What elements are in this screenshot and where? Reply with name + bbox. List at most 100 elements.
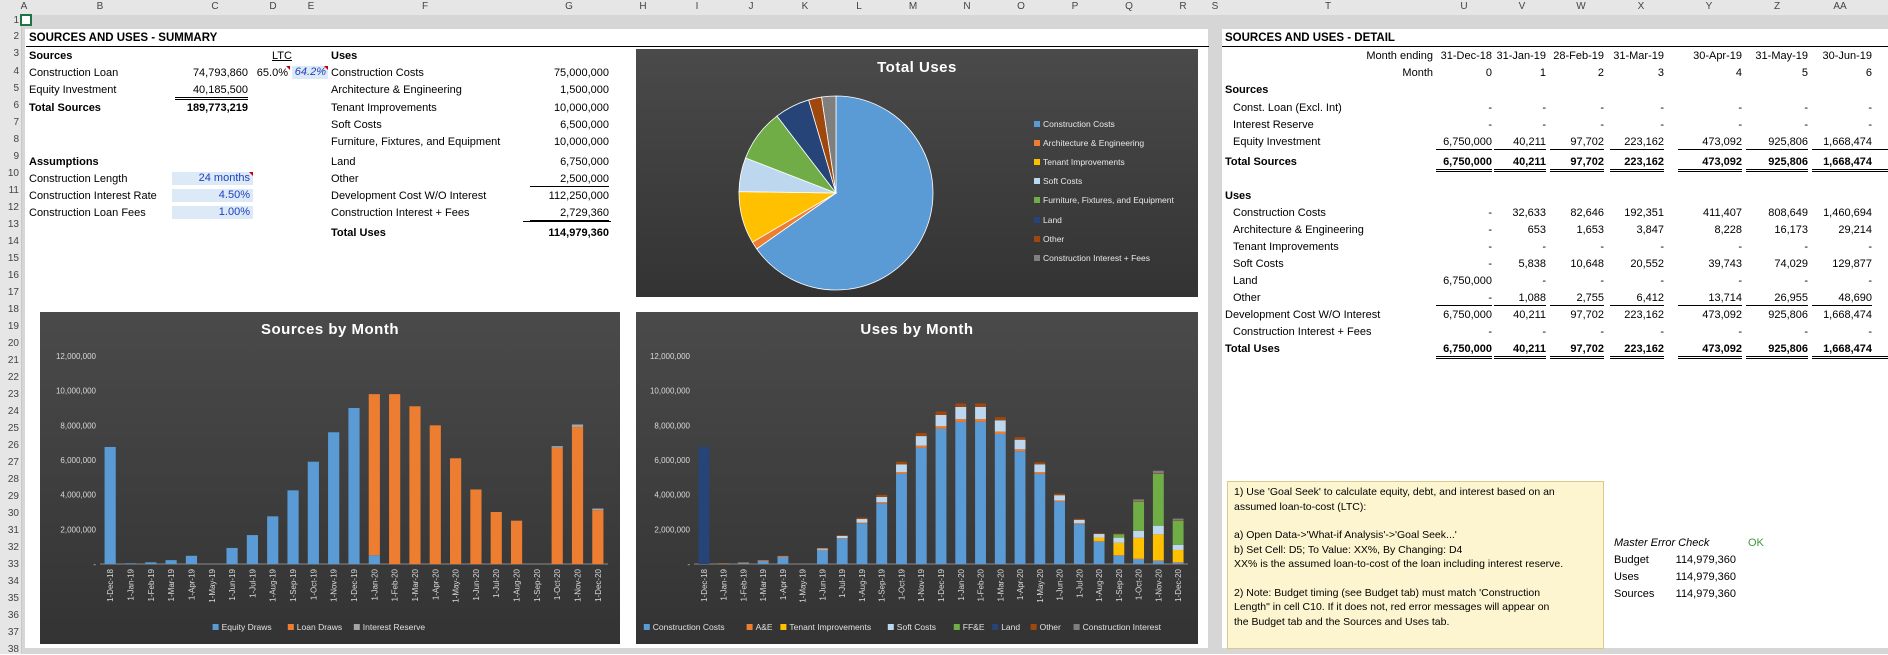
detail-value-cell[interactable]: - <box>1660 275 1664 287</box>
col-header-u[interactable]: U <box>1460 1 1468 12</box>
col-header-p[interactable]: P <box>1071 1 1079 12</box>
ltc-target-cell[interactable]: 65.0% <box>256 67 288 79</box>
col-header-o[interactable]: O <box>1017 1 1025 12</box>
month-number[interactable]: 0 <box>1485 67 1492 79</box>
detail-value-cell[interactable]: 3,847 <box>1636 224 1664 236</box>
row-header[interactable]: 21 <box>7 355 19 366</box>
row-header[interactable]: 22 <box>7 372 19 383</box>
detail-value-cell[interactable]: - <box>1488 241 1492 253</box>
detail-value-cell[interactable]: 1,668,474 <box>1823 309 1872 321</box>
detail-value-cell[interactable]: 48,690 <box>1812 292 1872 306</box>
detail-value-cell[interactable]: - <box>1738 102 1742 114</box>
detail-value-cell[interactable]: 1,460,694 <box>1823 207 1872 219</box>
detail-value-cell[interactable]: 97,702 <box>1550 156 1604 172</box>
row-header[interactable]: 6 <box>13 100 19 111</box>
row-header[interactable]: 29 <box>7 491 19 502</box>
detail-value-cell[interactable]: 1,668,474 <box>1812 156 1872 172</box>
detail-value-cell[interactable]: - <box>1542 241 1546 253</box>
detail-value-cell[interactable]: - <box>1868 326 1872 338</box>
month-number[interactable]: 3 <box>1870 67 1888 80</box>
row-header[interactable]: 16 <box>7 270 19 281</box>
detail-value-cell[interactable]: - <box>1738 119 1742 131</box>
detail-value-cell[interactable]: 40,211 <box>1494 136 1546 150</box>
month-number[interactable]: 6 <box>1865 67 1872 79</box>
row-header[interactable]: 5 <box>13 83 19 94</box>
row-header[interactable]: 4 <box>13 66 19 77</box>
col-header-x[interactable]: X <box>1637 1 1645 12</box>
detail-value-cell[interactable]: 129,877 <box>1832 258 1872 270</box>
row-header[interactable]: 9 <box>13 151 19 162</box>
detail-value-cell[interactable]: 925,806 <box>1768 309 1808 321</box>
detail-value-cell[interactable]: - <box>1804 102 1808 114</box>
col-header-r[interactable]: R <box>1179 1 1187 12</box>
detail-value-cell[interactable]: 2, <box>1870 343 1888 359</box>
detail-value-cell[interactable]: - <box>1488 119 1492 131</box>
detail-value-cell[interactable]: 16,173 <box>1774 224 1808 236</box>
detail-value-cell[interactable]: 6,750,000 <box>1436 136 1492 150</box>
detail-value-cell[interactable]: - <box>1738 326 1742 338</box>
total-uses-value[interactable]: 114,979,360 <box>548 227 609 239</box>
detail-value-cell[interactable]: - <box>1600 102 1604 114</box>
detail-value-cell[interactable]: 223,162 <box>1610 156 1664 172</box>
month-ending-date[interactable]: 31-Dec-18 <box>1440 50 1492 62</box>
detail-value-cell[interactable]: - <box>1804 119 1808 131</box>
row-header[interactable]: 28 <box>7 474 19 485</box>
row-header[interactable]: 23 <box>7 389 19 400</box>
row-header[interactable]: 34 <box>7 576 19 587</box>
detail-value-cell[interactable]: - <box>1436 292 1492 306</box>
detail-value-cell[interactable]: 40,211 <box>1494 156 1546 172</box>
detail-value-cell[interactable]: 10,648 <box>1570 258 1604 270</box>
detail-value-cell[interactable]: 8,228 <box>1714 224 1742 236</box>
col-header-q[interactable]: Q <box>1125 1 1133 12</box>
col-header-k[interactable]: K <box>801 1 809 12</box>
detail-value-cell[interactable]: - <box>1542 275 1546 287</box>
detail-value-cell[interactable]: - <box>1488 326 1492 338</box>
use-value[interactable]: 75,000,000 <box>553 67 609 79</box>
total-uses-chart[interactable]: Total Uses Construction Costs Architectur… <box>636 49 1198 297</box>
use-value[interactable]: 10,000,000 <box>553 136 609 148</box>
col-header-j[interactable]: J <box>748 1 754 12</box>
use-value[interactable]: 10,000,000 <box>553 102 609 114</box>
detail-value-cell[interactable]: 6,750,000 <box>1443 309 1492 321</box>
detail-value-cell[interactable]: 925,806 <box>1746 156 1808 172</box>
detail-value-cell[interactable]: - <box>1542 119 1546 131</box>
row-header[interactable]: 30 <box>7 508 19 519</box>
detail-value-cell[interactable]: 653 <box>1527 224 1546 236</box>
construction-interest-rate-input[interactable]: 4.50% <box>172 189 253 202</box>
row-header[interactable]: 24 <box>7 406 19 417</box>
month-number[interactable]: 3 <box>1657 67 1664 79</box>
detail-value-cell[interactable]: - <box>1804 326 1808 338</box>
use-value[interactable]: 112,250,000 <box>548 190 609 202</box>
row-header[interactable]: 25 <box>7 423 19 434</box>
detail-value-cell[interactable]: 26,955 <box>1746 292 1808 306</box>
detail-value-cell[interactable]: - <box>1660 102 1664 114</box>
detail-value-cell[interactable]: 192,351 <box>1624 207 1664 219</box>
row-header[interactable]: 36 <box>7 610 19 621</box>
detail-value-cell[interactable]: - <box>1488 102 1492 114</box>
detail-value-cell[interactable]: - <box>1868 275 1872 287</box>
col-header-w[interactable]: W <box>1576 1 1586 12</box>
detail-value-cell[interactable]: - <box>1660 241 1664 253</box>
row-header[interactable]: 26 <box>7 440 19 451</box>
detail-value-cell[interactable]: 97,702 <box>1550 343 1604 359</box>
detail-value-cell[interactable]: 6,412 <box>1610 292 1664 306</box>
active-cell-a1[interactable] <box>20 14 32 26</box>
error-check-row-value[interactable]: 114,979,360 <box>1675 588 1736 600</box>
detail-value-cell[interactable]: 411,407 <box>1703 207 1742 219</box>
detail-value-cell[interactable]: 32,633 <box>1512 207 1546 219</box>
col-header-s[interactable]: S <box>1211 1 1219 12</box>
row-header[interactable]: 35 <box>7 593 19 604</box>
col-header-y[interactable]: Y <box>1705 1 1713 12</box>
month-ending-date[interactable]: 3 <box>1870 50 1888 63</box>
col-header-c[interactable]: C <box>211 1 219 12</box>
construction-length-input[interactable]: 24 months <box>172 172 253 185</box>
month-ending-date[interactable]: 31-Jan-19 <box>1496 50 1546 62</box>
col-header-a[interactable]: A <box>20 1 28 12</box>
total-sources-value[interactable]: 189,773,219 <box>186 102 248 114</box>
col-header-t[interactable]: T <box>1324 1 1332 12</box>
detail-value-cell[interactable]: - <box>1660 326 1664 338</box>
detail-value-cell[interactable]: 1,653 <box>1576 224 1604 236</box>
col-header-l[interactable]: L <box>856 1 862 12</box>
detail-value-cell[interactable]: 473,092 <box>1678 343 1742 359</box>
uses-by-month-chart[interactable]: Uses by Month 12,000,000 10,000,000 8,000,… <box>636 312 1198 644</box>
